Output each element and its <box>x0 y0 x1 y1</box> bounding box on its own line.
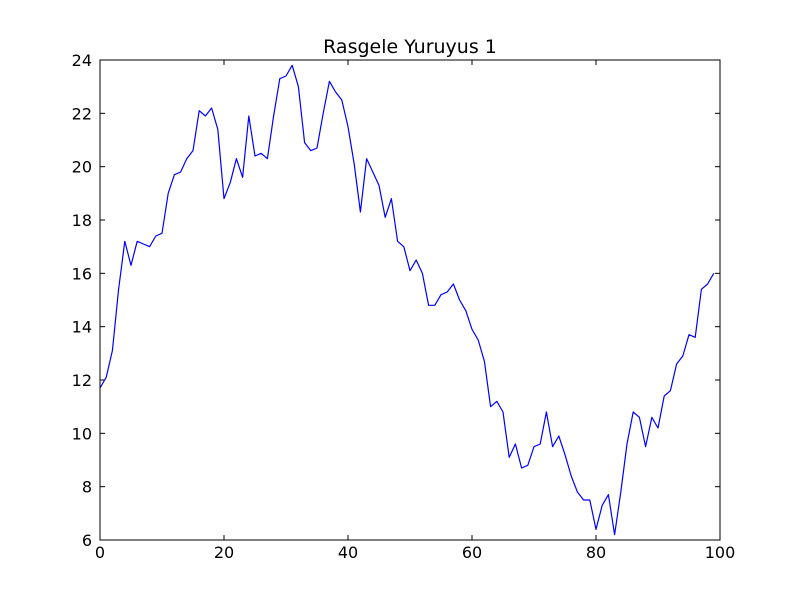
y-tick-label: 12 <box>72 371 92 390</box>
series-line <box>99 64 715 536</box>
y-tick-label: 8 <box>82 478 92 497</box>
x-tick-label: 100 <box>705 543 736 562</box>
chart-title: Rasgele Yuruyus 1 <box>323 36 497 58</box>
plot-series <box>99 64 715 536</box>
x-tick-label: 60 <box>462 543 482 562</box>
x-tick-label: 20 <box>214 543 234 562</box>
y-tick-label: 24 <box>72 51 92 70</box>
x-tick-label: 40 <box>338 543 358 562</box>
plot-area-frame <box>99 59 721 541</box>
y-tick-label: 10 <box>72 424 92 443</box>
tick-labels: 0 20 40 60 80 100 6 8 10 12 14 16 18 20 22 24 <box>72 51 736 562</box>
y-tick-label: 16 <box>72 264 92 283</box>
x-tick-label: 80 <box>586 543 606 562</box>
y-tick-label: 22 <box>72 104 92 123</box>
y-tick-label: 14 <box>72 318 92 337</box>
y-tick-label: 6 <box>82 531 92 550</box>
y-tick-label: 18 <box>72 211 92 230</box>
y-tick-label: 20 <box>72 158 92 177</box>
x-tick-label: 0 <box>95 543 105 562</box>
